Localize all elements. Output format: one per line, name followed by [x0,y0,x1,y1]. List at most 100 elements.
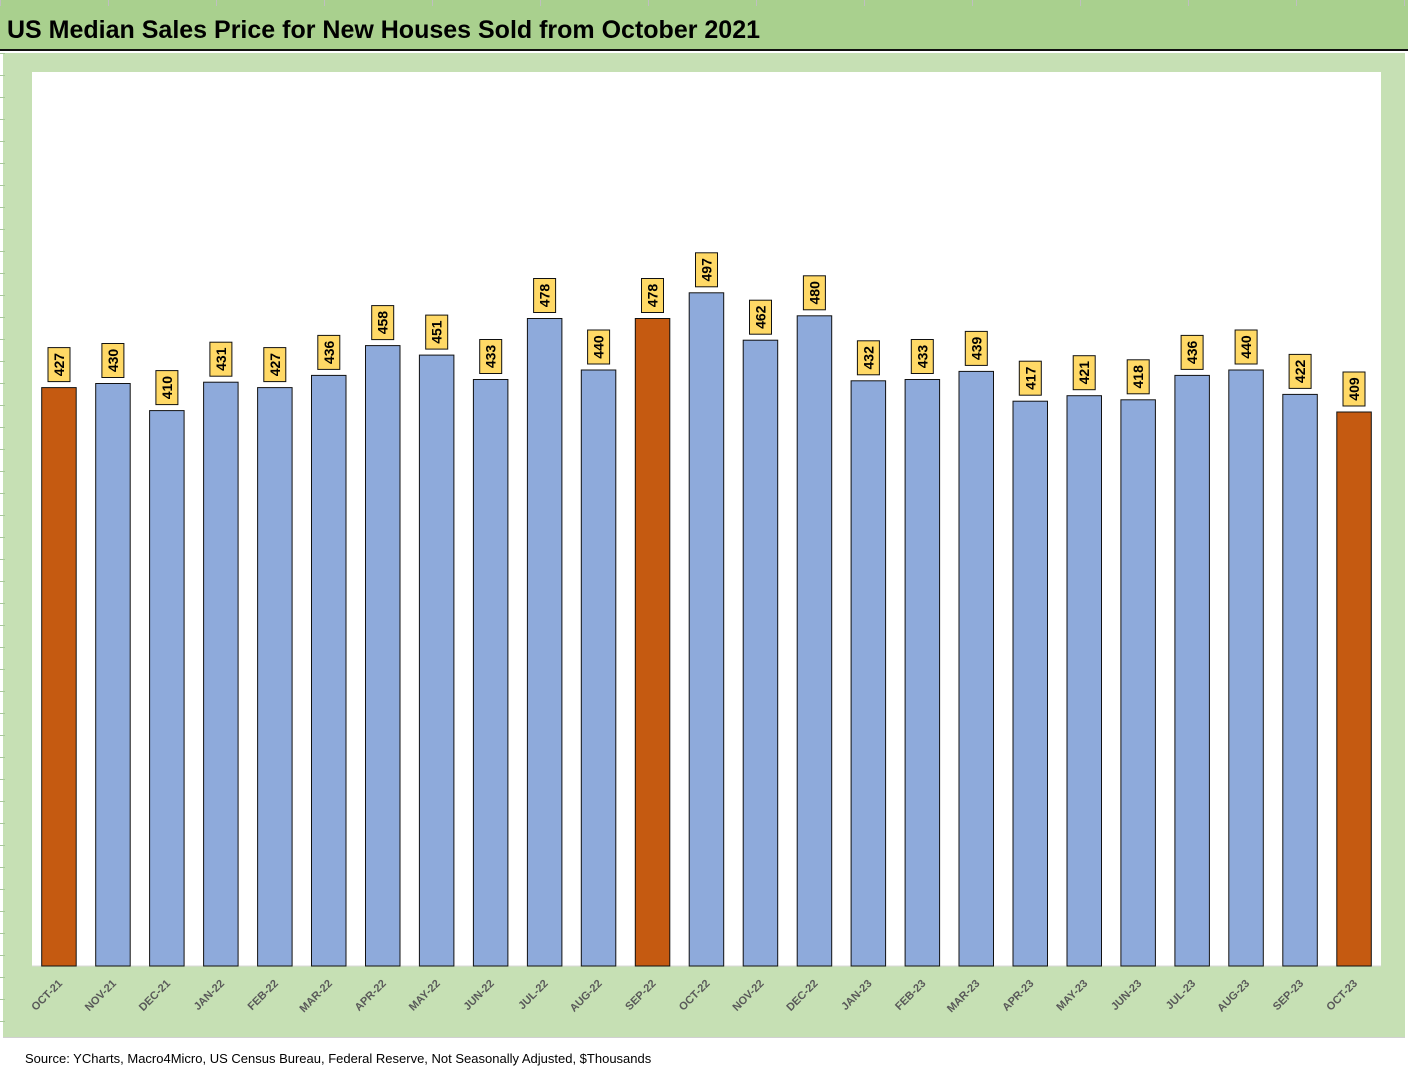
chart-title: US Median Sales Price for New Houses Sol… [7,16,761,44]
data-label-box-oct-21 [47,347,71,383]
data-label-dec-22: 480 [806,281,822,305]
data-label-box-jan-23 [856,340,880,376]
x-tick-label-mar-23: MAR-23 [945,978,982,1015]
bar-oct-21 [41,387,77,967]
x-tick-label-nov-22: NOV-22 [730,978,766,1014]
x-tick-label-mar-22: MAR-22 [297,978,334,1015]
x-tick-label-dec-21: DEC-21 [137,978,173,1014]
bar-jul-22 [526,318,563,967]
data-label-jul-22: 478 [537,284,553,308]
data-label-box-feb-23 [910,339,934,374]
x-tick-label-jul-22: JUL-22 [516,978,550,1012]
source-note: Source: YCharts, Macro4Micro, US Census … [25,1051,652,1066]
data-label-box-aug-22 [587,329,611,365]
data-label-box-mar-23 [964,330,988,366]
data-label-nov-21: 430 [105,349,121,373]
bar-jan-22 [203,381,239,967]
x-tick-label-oct-22: OCT-22 [677,978,713,1014]
x-tick-label-feb-23: FEB-23 [893,978,928,1013]
data-label-oct-23: 409 [1346,377,1362,401]
bar-nov-22 [742,339,779,967]
bar-dec-21 [149,410,185,967]
x-tick-label-sep-22: SEP-22 [623,978,658,1013]
x-tick-label-may-23: MAY-23 [1054,978,1090,1014]
data-label-aug-23: 440 [1238,335,1254,359]
data-label-box-may-22 [425,314,449,350]
bar-apr-22 [365,345,401,967]
data-label-sep-22: 478 [645,284,661,308]
bar-chart: 427 OCT-21 430 NOV-21 410 DEC-21 431 JAN-22 427 F… [29,252,1381,1015]
bar-may-22 [418,354,455,967]
x-tick-label-apr-22: APR-22 [353,978,389,1014]
x-tick-label-jan-23: JAN-23 [839,978,874,1013]
data-label-sep-23: 422 [1292,360,1308,384]
x-tick-label-may-22: MAY-22 [407,978,443,1014]
bar-may-23 [1066,395,1102,967]
x-tick-label-jan-22: JAN-22 [192,978,227,1013]
data-label-box-jun-23 [1126,359,1150,395]
bar-jul-23 [1174,374,1210,967]
data-label-box-dec-21 [155,370,179,406]
data-label-may-22: 451 [429,320,445,344]
data-label-box-apr-23 [1018,360,1042,396]
data-label-box-jan-22 [209,341,233,377]
x-tick-label-dec-22: DEC-22 [784,978,820,1014]
x-tick-label-apr-23: APR-23 [1000,978,1036,1014]
data-label-apr-22: 458 [375,311,391,335]
bar-jun-22 [472,379,509,967]
data-label-dec-21: 410 [159,376,175,400]
bar-sep-23 [1282,393,1318,967]
data-label-box-oct-22 [695,252,718,288]
data-label-nov-22: 462 [753,305,769,329]
x-tick-label-aug-22: AUG-22 [568,978,605,1015]
data-label-box-nov-22 [749,299,772,335]
bar-feb-23 [904,379,941,967]
x-tick-label-feb-22: FEB-22 [246,978,281,1013]
bar-oct-23 [1336,411,1372,967]
bar-mar-22 [311,374,347,967]
data-label-box-dec-22 [802,275,826,311]
data-label-box-nov-21 [101,343,125,378]
data-label-box-sep-23 [1288,353,1312,389]
bar-jan-23 [850,380,887,967]
data-label-box-may-23 [1072,355,1096,391]
data-label-oct-22: 497 [699,258,715,282]
x-tick-label-oct-23: OCT-23 [1324,978,1360,1014]
data-label-may-23: 421 [1076,361,1092,385]
bar-feb-22 [257,387,293,967]
data-label-apr-23: 417 [1022,366,1038,390]
bar-apr-23 [1012,400,1048,967]
data-label-oct-21: 427 [51,353,67,377]
bar-aug-22 [580,369,617,967]
data-label-mar-23: 439 [968,337,984,361]
data-label-jan-23: 432 [860,346,876,370]
data-label-box-jun-22 [479,339,503,374]
x-tick-label-sep-23: SEP-23 [1271,978,1306,1013]
x-tick-label-jul-23: JUL-23 [1164,978,1198,1012]
data-label-jun-23: 418 [1130,365,1146,389]
bar-nov-21 [95,383,131,967]
x-tick-label-jun-23: JUN-23 [1109,978,1144,1013]
data-label-box-aug-23 [1234,329,1258,365]
data-label-jan-22: 431 [213,347,229,371]
data-label-box-jul-22 [533,278,557,313]
data-label-feb-23: 433 [914,345,930,369]
title-bar: US Median Sales Price for New Houses Sol… [0,0,1408,51]
source-bar: Source: YCharts, Macro4Micro, US Census … [3,1037,1405,1079]
data-label-aug-22: 440 [591,335,607,359]
x-tick-label-nov-21: NOV-21 [83,978,119,1014]
bar-mar-23 [958,370,994,967]
bar-oct-22 [688,292,725,967]
bar-dec-22 [796,315,833,967]
data-label-box-feb-22 [263,347,287,383]
bar-sep-22 [634,318,671,967]
sheet-row-ticks [0,53,5,1022]
bar-jun-23 [1120,399,1156,967]
data-label-jun-22: 433 [483,345,499,369]
data-label-jul-23: 436 [1184,341,1200,365]
x-tick-label-aug-23: AUG-23 [1215,978,1252,1015]
x-tick-label-jun-22: JUN-22 [462,978,497,1013]
data-label-mar-22: 436 [321,341,337,365]
x-tick-label-oct-21: OCT-21 [29,978,65,1014]
data-label-box-jul-23 [1180,334,1204,370]
